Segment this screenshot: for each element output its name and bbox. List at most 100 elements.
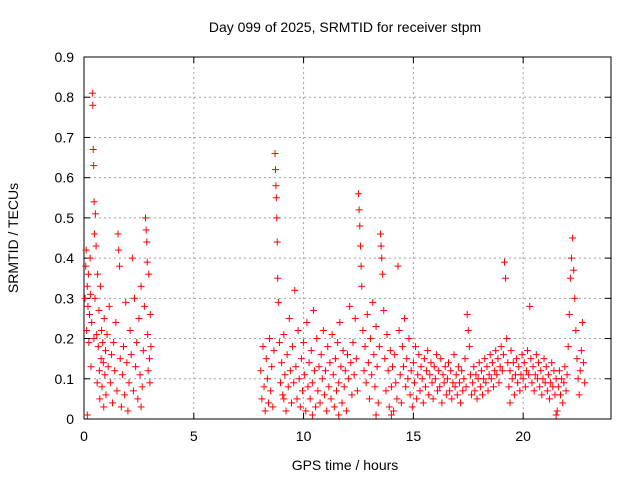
data-point: [370, 351, 378, 359]
data-point: [382, 387, 390, 395]
data-point: [487, 375, 495, 383]
data-point: [115, 246, 123, 254]
data-point: [502, 274, 510, 282]
data-point: [480, 375, 488, 383]
data-point: [455, 379, 463, 387]
data-point: [277, 379, 285, 387]
data-point: [408, 403, 416, 411]
data-point: [125, 379, 133, 387]
data-point: [373, 363, 381, 371]
data-point: [356, 222, 364, 230]
data-point: [87, 290, 95, 298]
data-point: [569, 234, 577, 242]
data-point: [127, 351, 135, 359]
data-point: [90, 162, 98, 170]
data-point: [274, 298, 282, 306]
data-point: [509, 359, 517, 367]
data-point: [100, 403, 108, 411]
data-point: [306, 395, 314, 403]
data-point: [434, 387, 442, 395]
data-point: [496, 363, 504, 371]
data-point: [363, 310, 371, 318]
data-point: [419, 399, 427, 407]
data-point: [385, 403, 393, 411]
data-point: [495, 379, 503, 387]
data-point: [386, 347, 394, 355]
data-point: [286, 367, 294, 375]
data-point: [412, 343, 420, 351]
data-point: [282, 407, 290, 415]
data-point: [513, 355, 521, 363]
data-point: [531, 371, 539, 379]
data-point: [410, 379, 418, 387]
data-point: [143, 238, 151, 246]
data-point: [90, 335, 98, 343]
data-point: [100, 314, 108, 322]
data-point: [137, 282, 145, 290]
data-point: [309, 306, 317, 314]
data-point: [471, 387, 479, 395]
data-point: [263, 375, 271, 383]
x-tick-label: 0: [80, 428, 88, 444]
data-point: [341, 367, 349, 375]
data-point: [426, 371, 434, 379]
data-point: [267, 387, 275, 395]
data-point: [328, 331, 336, 339]
data-point: [281, 371, 289, 379]
data-point: [418, 375, 426, 383]
data-point: [372, 411, 380, 419]
data-point: [137, 403, 145, 411]
data-point: [81, 294, 89, 302]
data-point: [117, 403, 125, 411]
data-point: [501, 258, 509, 266]
data-point: [274, 274, 282, 282]
data-point: [573, 355, 581, 363]
data-point: [406, 391, 414, 399]
data-point: [82, 262, 90, 270]
data-point: [259, 343, 267, 351]
data-point: [530, 387, 538, 395]
x-tick-label: 5: [190, 428, 198, 444]
data-point: [302, 407, 310, 415]
data-point: [527, 355, 535, 363]
data-point: [315, 363, 323, 371]
data-point: [491, 367, 499, 375]
data-point: [347, 359, 355, 367]
data-point: [107, 351, 115, 359]
data-point: [312, 403, 320, 411]
y-tick-label: 0.2: [55, 331, 75, 347]
data-point: [392, 379, 400, 387]
data-point: [91, 210, 99, 218]
data-point: [384, 367, 392, 375]
x-axis-title: GPS time / hours: [292, 457, 399, 473]
data-point: [445, 359, 453, 367]
data-point: [546, 395, 554, 403]
data-point: [95, 367, 103, 375]
data-point: [436, 383, 444, 391]
data-point: [283, 351, 291, 359]
data-point: [514, 379, 522, 387]
data-point: [98, 383, 106, 391]
data-point: [362, 379, 370, 387]
data-point: [525, 371, 533, 379]
data-point: [542, 363, 550, 371]
data-point: [425, 391, 433, 399]
y-tick-label: 0.7: [55, 129, 75, 145]
y-tick-label: 0.8: [55, 89, 75, 105]
data-point: [104, 363, 112, 371]
data-point: [145, 270, 153, 278]
data-point: [352, 355, 360, 363]
data-point: [521, 383, 529, 391]
data-point: [102, 347, 110, 355]
data-point: [558, 375, 566, 383]
data-point: [297, 355, 305, 363]
data-point: [535, 359, 543, 367]
data-point: [94, 270, 102, 278]
data-point: [538, 391, 546, 399]
data-point: [308, 379, 316, 387]
data-point: [83, 411, 91, 419]
data-point: [346, 302, 354, 310]
data-point: [327, 395, 335, 403]
data-point: [85, 339, 93, 347]
